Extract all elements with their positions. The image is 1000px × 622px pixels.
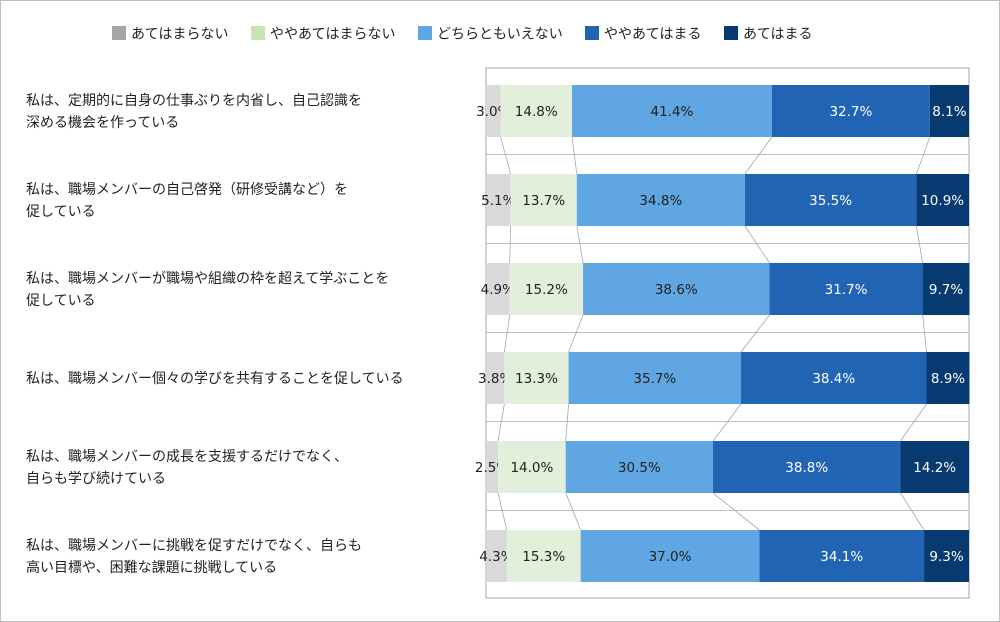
series-line	[565, 403, 569, 442]
data-label: 8.1%	[932, 104, 966, 120]
series-line	[922, 314, 927, 353]
data-label: 9.7%	[929, 282, 963, 298]
data-label: 35.7%	[633, 371, 676, 387]
bar-segment	[771, 85, 930, 137]
bar-segment	[744, 174, 917, 226]
series-line	[744, 225, 770, 264]
data-label: 13.7%	[522, 193, 565, 209]
bar-segment	[486, 530, 507, 582]
category-label: 私は、職場メンバーの自己啓発（研修受講など）を促している	[26, 182, 348, 220]
data-label: 38.8%	[785, 460, 828, 476]
legend-label: ややあてはまる	[604, 27, 701, 43]
bar-segment	[565, 441, 714, 493]
series-line	[900, 403, 927, 442]
series-line	[712, 492, 760, 531]
bar-segment	[922, 263, 970, 315]
data-label: 37.0%	[649, 549, 692, 565]
category-label: 私は、職場メンバーの成長を支援するだけでなく、自らも学び続けている	[26, 449, 348, 487]
series-line	[571, 136, 578, 175]
bar-segment	[580, 530, 760, 582]
data-label: 41.4%	[651, 104, 694, 120]
data-label: 30.5%	[618, 460, 661, 476]
data-label: 38.6%	[655, 282, 698, 298]
bar-segment	[486, 85, 501, 137]
bar-segment	[900, 441, 969, 493]
data-label: 34.1%	[820, 549, 863, 565]
data-label: 10.9%	[921, 193, 964, 209]
bar-segment	[769, 263, 923, 315]
bar-segment	[576, 174, 745, 226]
series-line	[744, 136, 773, 175]
legend-label: あてはまる	[743, 27, 812, 43]
data-label: 34.8%	[639, 193, 682, 209]
data-label: 32.7%	[829, 104, 872, 120]
bar-segment	[571, 85, 772, 137]
series-line	[565, 492, 582, 531]
data-label: 9.3%	[929, 549, 963, 565]
category-label: 私は、職場メンバー個々の学びを共有することを促している	[26, 371, 404, 387]
data-label: 15.3%	[522, 549, 565, 565]
bar-segment	[916, 174, 969, 226]
bar-segment	[498, 441, 566, 493]
series-line	[497, 403, 505, 442]
series-line	[497, 492, 508, 531]
series-line	[509, 225, 512, 264]
series-line	[500, 136, 512, 175]
series-line	[503, 314, 511, 353]
bar-segment	[759, 530, 925, 582]
data-label: 31.7%	[825, 282, 868, 298]
data-label: 3.8%	[478, 371, 512, 387]
bar-segment	[929, 85, 969, 137]
data-label: 4.9%	[481, 282, 515, 298]
bar-segment	[510, 174, 577, 226]
bar-segment	[568, 352, 742, 404]
bar-segment	[924, 530, 969, 582]
bar-segment	[486, 263, 510, 315]
series-line	[576, 225, 584, 264]
bar-segment	[486, 174, 511, 226]
data-label: 4.3%	[479, 549, 513, 565]
data-label: 13.3%	[515, 371, 558, 387]
series-line	[900, 492, 925, 531]
bar-segment	[509, 263, 584, 315]
category-label: 私は、定期的に自身の仕事ぶりを内省し、自己認識を深める機会を作っている	[26, 93, 362, 131]
bar-segment	[926, 352, 970, 404]
series-line	[915, 225, 924, 264]
data-label: 35.5%	[809, 193, 852, 209]
bar-segment	[741, 352, 927, 404]
series-line	[915, 136, 931, 175]
series-line	[568, 314, 584, 353]
legend-swatch	[418, 26, 432, 40]
data-label: 14.0%	[510, 460, 553, 476]
data-label: 14.8%	[515, 104, 558, 120]
legend-swatch	[585, 26, 599, 40]
series-line	[740, 314, 770, 353]
bar-segment	[500, 85, 572, 137]
legend-label: ややあてはまらない	[270, 27, 395, 43]
legend-swatch	[112, 26, 126, 40]
bar-segment	[713, 441, 901, 493]
legend-label: どちらともいえない	[437, 27, 563, 43]
data-label: 15.2%	[525, 282, 568, 298]
bar-segment	[486, 352, 505, 404]
legend-swatch	[724, 26, 738, 40]
legend-label: あてはまらない	[131, 27, 228, 43]
legend-swatch	[251, 26, 265, 40]
data-label: 8.9%	[931, 371, 965, 387]
category-label: 私は、職場メンバーに挑戦を促すだけでなく、自らも高い目標や、困難な課題に挑戦して…	[26, 538, 362, 576]
bar-segment	[486, 441, 499, 493]
data-label: 38.4%	[812, 371, 855, 387]
bar-segment	[506, 530, 581, 582]
data-label: 14.2%	[913, 460, 956, 476]
data-label: 5.1%	[481, 193, 515, 209]
category-label: 私は、職場メンバーが職場や組織の枠を超えて学ぶことを促している	[26, 271, 389, 309]
bar-segment	[504, 352, 569, 404]
series-line	[712, 403, 742, 442]
bar-segment	[583, 263, 770, 315]
